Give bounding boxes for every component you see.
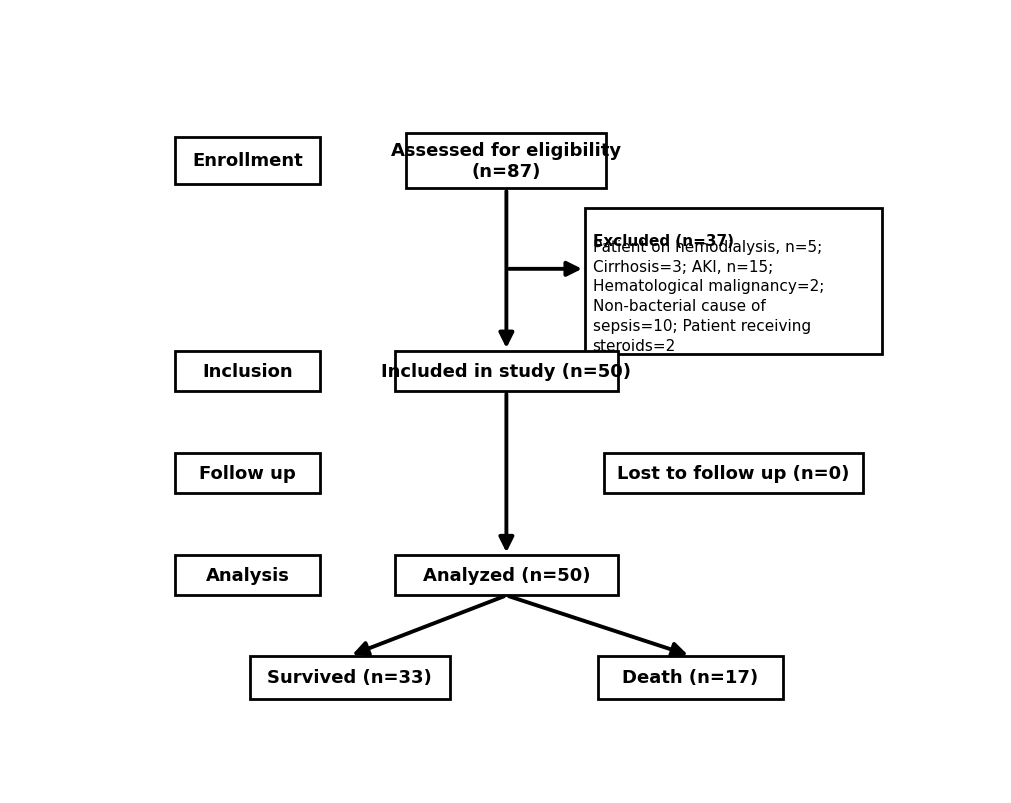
Text: Inclusion: Inclusion	[202, 362, 293, 381]
FancyBboxPatch shape	[599, 656, 783, 699]
FancyBboxPatch shape	[175, 454, 320, 494]
FancyBboxPatch shape	[175, 556, 320, 596]
Text: Follow up: Follow up	[199, 465, 296, 483]
FancyBboxPatch shape	[394, 352, 618, 392]
FancyBboxPatch shape	[406, 133, 607, 190]
Text: Lost to follow up (n=0): Lost to follow up (n=0)	[618, 465, 850, 483]
FancyBboxPatch shape	[584, 210, 883, 354]
Text: Patient on hemodialysis, n=5;
Cirrhosis=3; AKI, n=15;
Hematological malignancy=2: Patient on hemodialysis, n=5; Cirrhosis=…	[592, 239, 824, 353]
FancyBboxPatch shape	[175, 352, 320, 392]
Text: Assessed for eligibility
(n=87): Assessed for eligibility (n=87)	[391, 142, 622, 181]
Text: Included in study (n=50): Included in study (n=50)	[381, 362, 632, 381]
Text: Enrollment: Enrollment	[192, 153, 303, 170]
FancyBboxPatch shape	[605, 454, 862, 494]
FancyBboxPatch shape	[394, 556, 618, 596]
Text: Excluded (n=37): Excluded (n=37)	[592, 234, 734, 249]
FancyBboxPatch shape	[250, 656, 450, 699]
Text: Death (n=17): Death (n=17)	[623, 669, 758, 687]
Text: Analysis: Analysis	[206, 567, 290, 585]
Text: Survived (n=33): Survived (n=33)	[267, 669, 432, 687]
FancyBboxPatch shape	[175, 138, 320, 185]
Text: Analyzed (n=50): Analyzed (n=50)	[423, 567, 590, 585]
